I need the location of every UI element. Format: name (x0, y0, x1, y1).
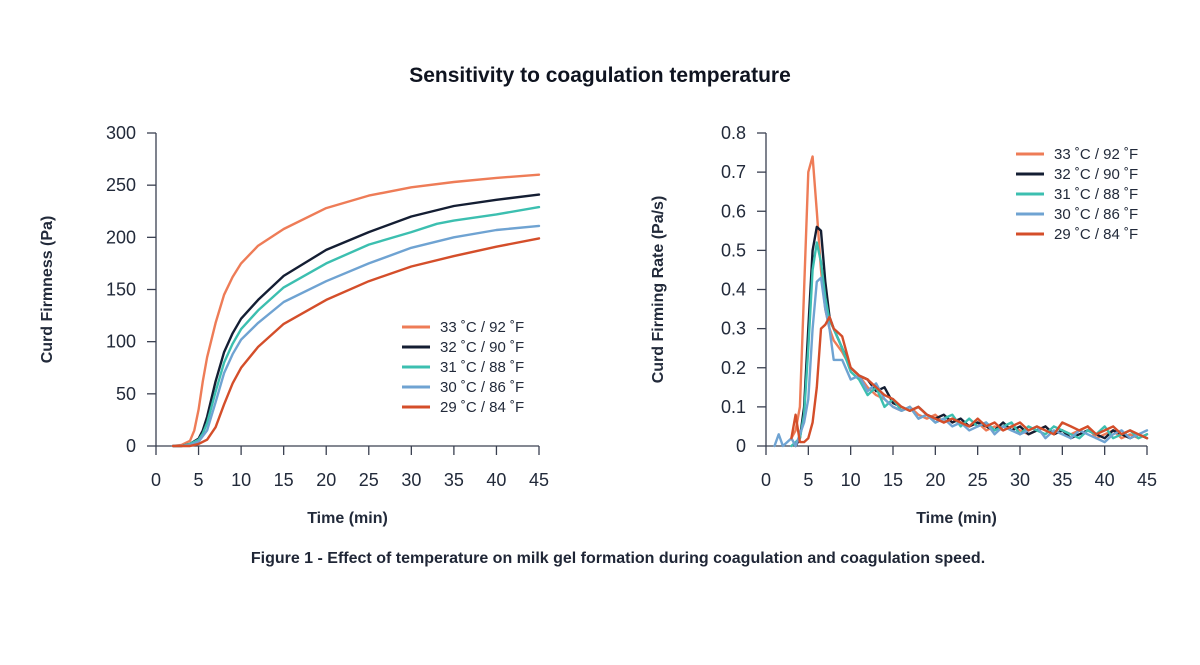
y-tick-label: 150 (106, 280, 136, 300)
y-tick-label: 50 (116, 384, 136, 404)
x-tick-label: 5 (803, 470, 813, 490)
y-tick-label: 0.6 (721, 201, 746, 221)
legend-label-33: 33 ˚C / 92 ˚F (440, 319, 524, 336)
y-tick-label: 0.1 (721, 397, 746, 417)
x-axis-title: Time (min) (916, 510, 997, 527)
x-tick-label: 30 (1010, 470, 1030, 490)
figure-caption: Figure 1 - Effect of temperature on milk… (250, 550, 986, 567)
y-tick-label: 300 (106, 123, 136, 143)
x-tick-label: 30 (401, 470, 421, 490)
legend-label-33: 33 ˚C / 92 ˚F (1054, 146, 1138, 163)
x-tick-label: 35 (1052, 470, 1072, 490)
y-tick-label: 100 (106, 332, 136, 352)
series-line-33 (171, 173, 541, 448)
chart-title: Sensitivity to coagulation temperature (409, 64, 791, 87)
y-tick-label: 0.5 (721, 240, 746, 260)
legend-label-32: 32 ˚C / 90 ˚F (440, 339, 524, 356)
x-tick-label: 5 (194, 470, 204, 490)
y-tick-label: 0.4 (721, 280, 746, 300)
y-tick-label: 0 (736, 436, 746, 456)
series-line-32 (794, 225, 1149, 448)
legend-label-29: 29 ˚C / 84 ˚F (440, 399, 524, 416)
y-tick-label: 200 (106, 227, 136, 247)
legend-label-30: 30 ˚C / 86 ˚F (440, 379, 524, 396)
x-tick-label: 0 (761, 470, 771, 490)
y-tick-label: 0.8 (721, 123, 746, 143)
x-tick-label: 20 (925, 470, 945, 490)
x-tick-label: 40 (486, 470, 506, 490)
legend-label-29: 29 ˚C / 84 ˚F (1054, 226, 1138, 243)
x-tick-label: 20 (316, 470, 336, 490)
legend-label-31: 31 ˚C / 88 ˚F (440, 359, 524, 376)
x-tick-label: 15 (274, 470, 294, 490)
legend-label-31: 31 ˚C / 88 ˚F (1054, 186, 1138, 203)
x-tick-label: 10 (841, 470, 861, 490)
series-line-31 (790, 241, 1149, 448)
x-tick-label: 45 (529, 470, 549, 490)
y-tick-label: 250 (106, 175, 136, 195)
x-tick-label: 35 (444, 470, 464, 490)
curd-firmness-chart: 0 50 100 150 200 250 300 0 5 10 15 20 25 30 35 40 45 Time… (39, 123, 549, 527)
series-line-29 (171, 237, 541, 448)
x-tick-label: 45 (1137, 470, 1157, 490)
x-tick-label: 15 (883, 470, 903, 490)
x-axis-title: Time (min) (307, 510, 388, 527)
curd-firming-rate-chart: 0 0.1 0.2 0.3 0.4 0.5 0.6 0.7 0.8 0 5 10 15 20 25 30 35 4… (650, 123, 1157, 527)
series-line-31 (171, 205, 541, 448)
legend-label-32: 32 ˚C / 90 ˚F (1054, 166, 1138, 183)
series-line-29 (790, 315, 1149, 444)
x-tick-label: 25 (968, 470, 988, 490)
x-tick-label: 25 (359, 470, 379, 490)
legend-label-30: 30 ˚C / 86 ˚F (1054, 206, 1138, 223)
y-axis-title: Curd Firmness (Pa) (39, 216, 56, 364)
x-tick-label: 40 (1095, 470, 1115, 490)
y-tick-label: 0.7 (721, 162, 746, 182)
x-tick-label: 0 (151, 470, 161, 490)
y-tick-label: 0.3 (721, 319, 746, 339)
series-line-30 (171, 224, 541, 448)
y-axis-title: Curd Firming Rate (Pa/s) (650, 196, 667, 384)
series-line-30 (773, 276, 1149, 448)
y-tick-label: 0.2 (721, 358, 746, 378)
x-tick-label: 10 (231, 470, 251, 490)
y-tick-label: 0 (126, 436, 136, 456)
